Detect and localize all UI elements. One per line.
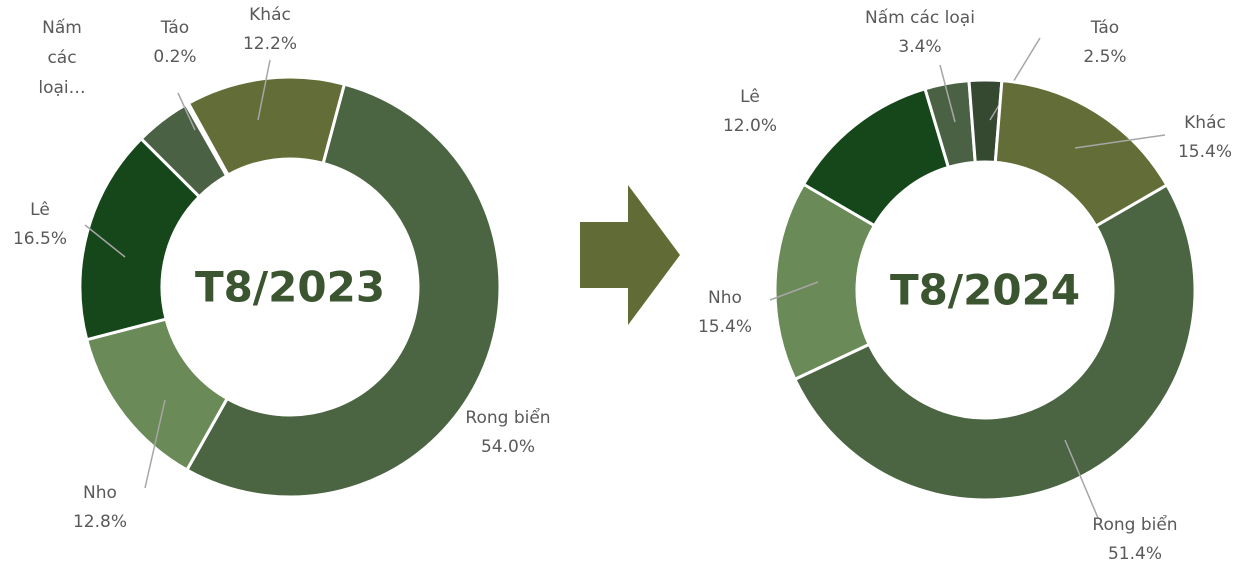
slice-label: Nho xyxy=(83,483,117,503)
slice-value-label: 54.0% xyxy=(481,437,535,457)
slice-label: Rong biển xyxy=(465,407,550,428)
slice-value-label: 16.5% xyxy=(13,229,67,249)
leader-line xyxy=(177,92,196,131)
slice-value-label: 12.0% xyxy=(723,116,777,136)
slice-label: Khác xyxy=(1184,113,1226,133)
slice-label: Lê xyxy=(30,200,50,220)
slice-value-label: 51.4% xyxy=(1108,544,1162,564)
donut-slice xyxy=(792,182,1197,502)
chart-title: T8/2024 xyxy=(890,266,1080,315)
chart-title: T8/2023 xyxy=(195,263,385,312)
leader-line xyxy=(1064,439,1099,519)
slice-label: Rong biển xyxy=(1092,514,1177,535)
slice-label: Táo xyxy=(1090,18,1119,38)
slice-value-label: 2.5% xyxy=(1083,47,1126,67)
slice-label: Khác xyxy=(249,5,291,25)
slice-value-label: 3.4% xyxy=(898,37,941,57)
arrow xyxy=(580,185,680,325)
slice-label: Nho xyxy=(708,288,742,308)
leader-line xyxy=(84,224,126,258)
leader-line xyxy=(257,59,271,121)
leader-line xyxy=(1074,134,1166,149)
slice-label: Lê xyxy=(740,87,760,107)
slice-value-label: 12.2% xyxy=(243,34,297,54)
slice-value-label: 0.2% xyxy=(153,47,196,67)
donut-slice xyxy=(993,79,1169,229)
donut-slice xyxy=(184,82,502,499)
slice-value-label: 15.4% xyxy=(698,317,752,337)
leader-line xyxy=(769,281,819,301)
leader-line xyxy=(939,64,956,123)
slice-label: Nấm các loại xyxy=(865,7,975,28)
slice-label: Táo xyxy=(160,18,189,38)
slice-value-label: 12.8% xyxy=(73,512,127,532)
slice-value-label: 15.4% xyxy=(1178,142,1232,162)
slice-label: Nấm các loại… xyxy=(38,17,85,98)
donut-slice xyxy=(186,75,347,177)
leader-line xyxy=(144,399,166,489)
